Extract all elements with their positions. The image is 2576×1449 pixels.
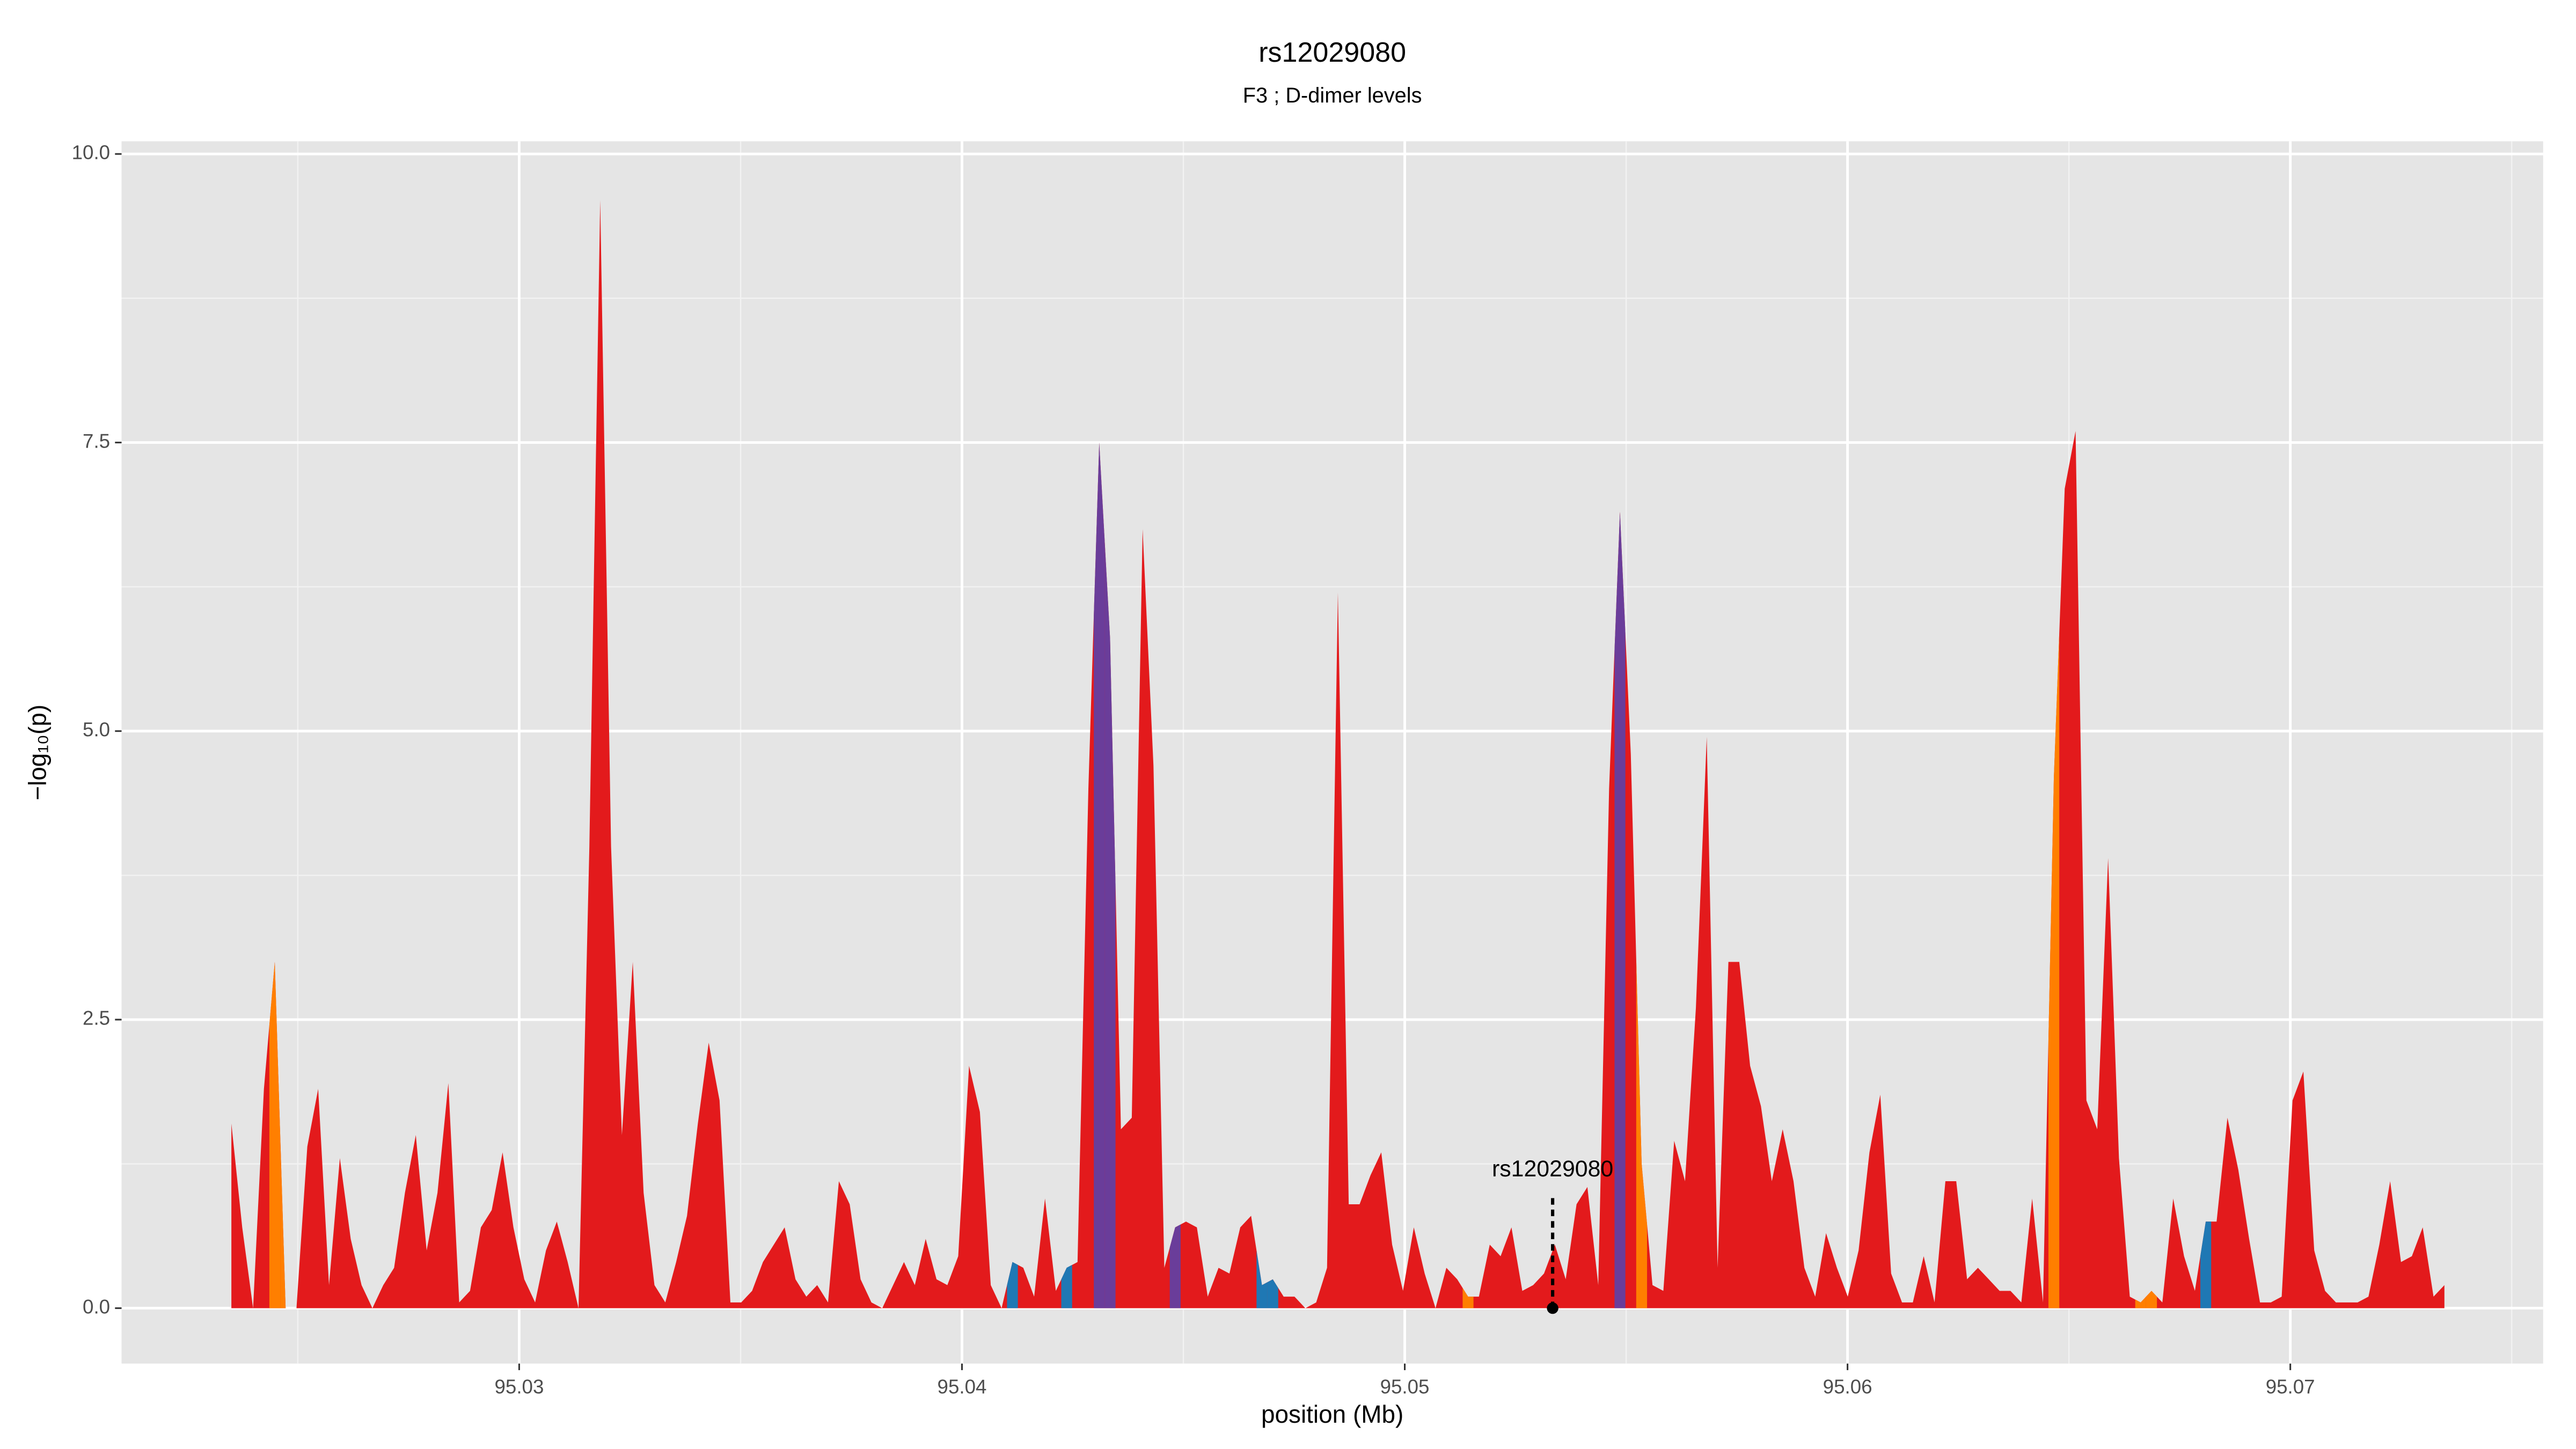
annotation-point [1547, 1302, 1558, 1314]
ld-segment [2146, 1291, 2157, 1308]
x-tick-label: 95.07 [2266, 1375, 2315, 1397]
y-tick-label: 7.5 [83, 430, 110, 452]
ld-segment [2200, 1221, 2212, 1308]
ld-segment [1104, 540, 1116, 1308]
ld-segment [1169, 1224, 1181, 1308]
y-tick-label: 0.0 [83, 1296, 110, 1318]
labels: 0.0 2.5 5.0 7.5 10.0 95.03 95.04 95.05 95.06 95.0… [72, 142, 2315, 1398]
ld-segment [269, 962, 281, 1308]
ld-segment [1636, 959, 1648, 1308]
y-axis-title: −log₁₀(p) [24, 705, 52, 801]
ld-segment [2048, 633, 2060, 1308]
x-tick-label: 95.04 [938, 1375, 987, 1397]
chart-subtitle: F3 ; D-dimer levels [1243, 84, 1422, 107]
ld-segment [1267, 1279, 1278, 1308]
chart-title: rs12029080 [1258, 37, 1406, 68]
ld-segment [1094, 442, 1105, 1308]
ld-segment [280, 1135, 291, 1308]
y-tick-label: 10.0 [72, 142, 110, 164]
x-tick-label: 95.05 [1380, 1375, 1430, 1397]
x-tick-label: 95.03 [494, 1375, 544, 1397]
ld-segment [2135, 1297, 2146, 1308]
y-tick-label: 2.5 [83, 1007, 110, 1029]
ld-segment [1061, 1264, 1072, 1308]
ld-segment [1462, 1287, 1474, 1308]
marks [231, 200, 2445, 1308]
x-axis-title: position (Mb) [1261, 1400, 1403, 1428]
ld-segment [1614, 511, 1626, 1308]
y-tick-label: 5.0 [83, 719, 110, 741]
ld-segment [1256, 1250, 1268, 1308]
x-tick-label: 95.06 [1823, 1375, 1872, 1397]
area [231, 200, 2445, 1308]
annotation-label: rs12029080 [1492, 1156, 1613, 1182]
